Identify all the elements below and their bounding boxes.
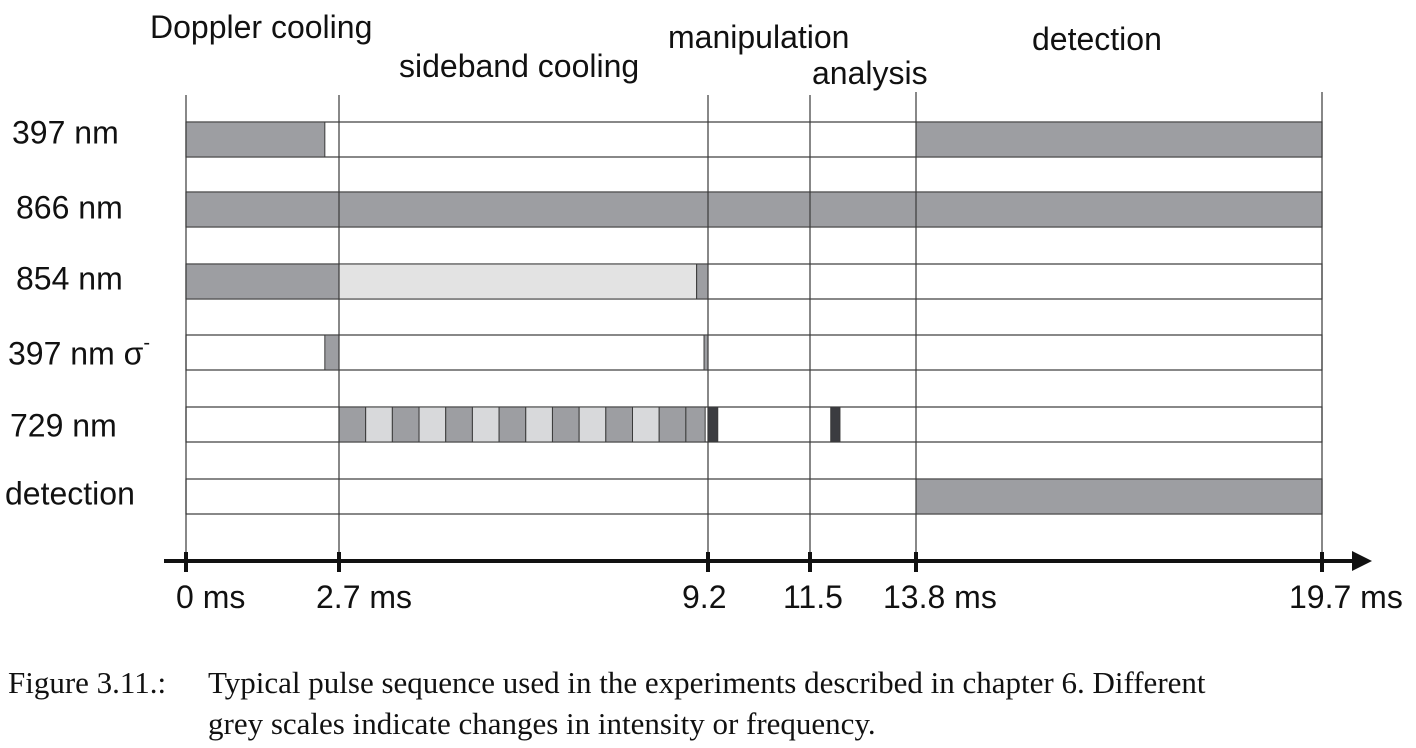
pulse-segment	[324, 334, 340, 371]
pulse-segment	[685, 406, 706, 443]
pulse-segment	[578, 406, 607, 443]
pulse-segment	[915, 478, 1323, 515]
axis-tick-label: 19.7 ms	[1289, 579, 1403, 615]
pulse-segment	[658, 406, 687, 443]
pulse-segment	[418, 406, 447, 443]
caption-number: Figure 3.11.:	[8, 665, 167, 700]
caption-line-2: grey scales indicate changes in intensit…	[208, 706, 876, 741]
pulse-segment	[185, 263, 340, 300]
row-label: 854 nm	[16, 260, 123, 296]
axis-tick-label: 2.7 ms	[316, 579, 412, 615]
row-label: 397 nm σ-	[8, 332, 150, 371]
row-label: detection	[5, 475, 135, 511]
pulse-segment	[915, 121, 1323, 158]
axis-tick-label: 9.2	[682, 579, 726, 615]
time-axis-arrowhead	[1352, 551, 1372, 571]
phase-label: detection	[1032, 21, 1162, 57]
row-track	[185, 334, 1323, 371]
axis-tick-label: 11.5	[783, 579, 843, 615]
pulse-segment	[631, 406, 660, 443]
phase-label: sideband cooling	[399, 48, 639, 84]
pulse-segment	[445, 406, 473, 443]
phase-label: analysis	[812, 55, 928, 91]
figure-caption: Figure 3.11.: Typical pulse sequence used…	[8, 662, 1412, 744]
pulse-segment	[471, 406, 500, 443]
pulse-segment	[525, 406, 553, 443]
caption-line-1: Typical pulse sequence used in the exper…	[208, 665, 1206, 700]
pulse-segment	[707, 406, 719, 443]
pulse-segment	[338, 263, 698, 300]
row-label: 729 nm	[10, 407, 117, 443]
axis-tick-label: 13.8 ms	[883, 579, 997, 615]
pulse-sequence-diagram: 0 ms 2.7 ms 9.2 11.5 13.8 ms 19.7 ms 397 nm 86…	[5, 9, 1403, 615]
pulse-segment	[498, 406, 527, 443]
pulse-segment	[338, 406, 367, 443]
pulse-segment	[185, 191, 1323, 228]
pulse-segment	[551, 406, 580, 443]
pulse-segment	[365, 406, 393, 443]
phase-label: manipulation	[668, 19, 849, 55]
phase-label: Doppler cooling	[150, 9, 372, 45]
row-label: 866 nm	[16, 189, 123, 225]
pulse-segment	[605, 406, 633, 443]
row-label: 397 nm	[12, 114, 119, 150]
row-label-superscript: -	[143, 332, 150, 354]
pulse-segment	[830, 406, 841, 443]
pulse-segment	[185, 121, 326, 158]
axis-tick-label: 0 ms	[176, 579, 245, 615]
pulse-segment	[696, 263, 709, 300]
pulse-segment	[391, 406, 420, 443]
